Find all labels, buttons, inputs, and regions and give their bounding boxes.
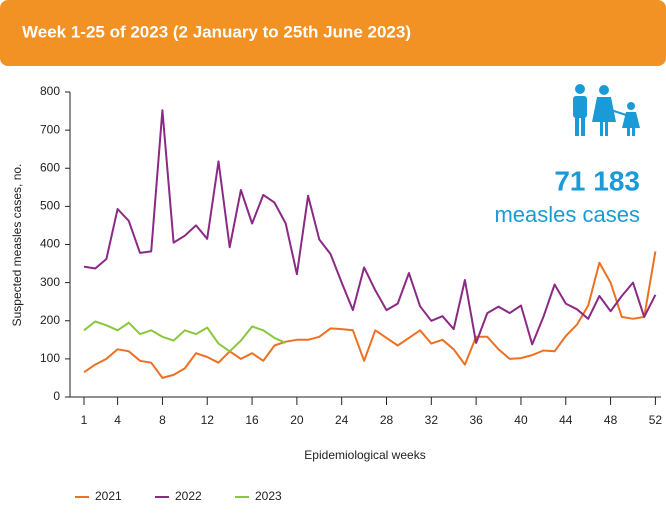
x-tick-label: 20 — [290, 413, 304, 427]
x-tick-label: 40 — [514, 413, 528, 427]
series-line — [83, 320, 287, 353]
y-tick-label: 300 — [40, 275, 60, 289]
x-tick-label: 44 — [559, 413, 573, 427]
y-tick-label: 600 — [40, 160, 60, 174]
x-tick-label: 1 — [81, 413, 88, 427]
header-band — [0, 0, 666, 66]
legend-label: 2022 — [175, 489, 202, 503]
y-tick-label: 400 — [40, 237, 60, 251]
x-tick-label: 24 — [335, 413, 349, 427]
callout-text: measles cases — [494, 202, 640, 227]
x-tick-label: 8 — [159, 413, 166, 427]
y-tick-label: 0 — [53, 389, 60, 403]
chart-title: Week 1-25 of 2023 (2 January to 25th Jun… — [22, 22, 411, 41]
y-tick-label: 500 — [40, 199, 60, 213]
y-tick-label: 800 — [40, 84, 60, 98]
series-line — [83, 109, 657, 346]
legend-label: 2023 — [255, 489, 282, 503]
series-line — [83, 251, 657, 379]
x-tick-label: 16 — [245, 413, 259, 427]
callout-number: 71 183 — [554, 165, 640, 196]
x-tick-label: 52 — [649, 413, 663, 427]
x-tick-label: 12 — [201, 413, 215, 427]
y-tick-label: 200 — [40, 313, 60, 327]
x-axis-label: Epidemiological weeks — [304, 448, 425, 462]
x-tick-label: 32 — [425, 413, 439, 427]
x-tick-label: 36 — [469, 413, 483, 427]
legend-label: 2021 — [95, 489, 122, 503]
y-tick-label: 100 — [40, 351, 60, 365]
x-tick-label: 48 — [604, 413, 618, 427]
x-tick-label: 4 — [114, 413, 121, 427]
x-tick-label: 28 — [380, 413, 394, 427]
y-axis-label: Suspected measles cases, no. — [10, 164, 24, 327]
family-icon — [573, 84, 640, 136]
y-tick-label: 700 — [40, 122, 60, 136]
